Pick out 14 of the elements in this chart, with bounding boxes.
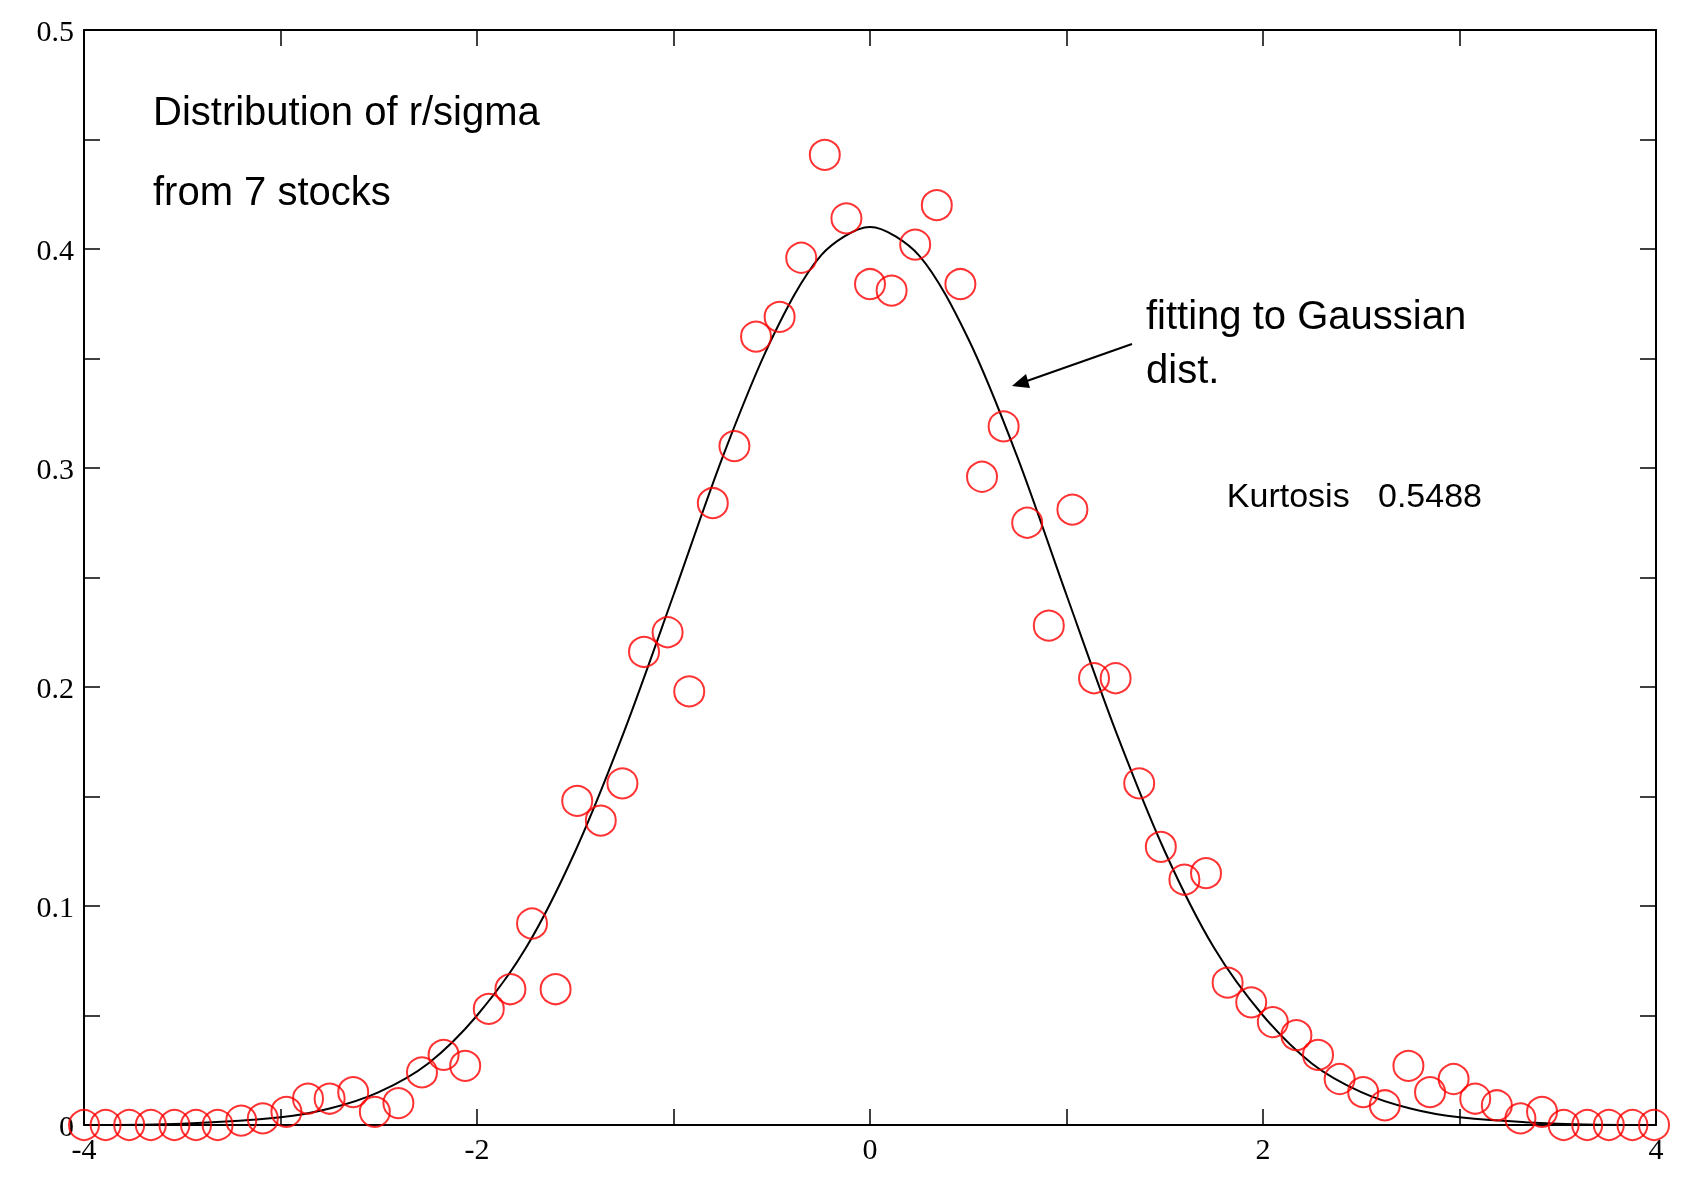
text: from 7 stocks bbox=[153, 169, 391, 213]
y-tick-label: 0.1 bbox=[36, 889, 74, 923]
annotation: Kurtosis 0.5488 bbox=[1226, 476, 1483, 514]
x-tick-label: 2 bbox=[1255, 1131, 1271, 1165]
x-tick-label: -2 bbox=[464, 1131, 490, 1165]
y-tick-label: 0.5 bbox=[36, 13, 74, 47]
text: Distribution of r/sigma bbox=[153, 89, 541, 133]
y-tick-label: 0.4 bbox=[36, 232, 74, 266]
annotation: fitting to Gaussian dist. bbox=[1146, 293, 1478, 391]
x-tick-label: -4 bbox=[71, 1131, 97, 1165]
y-tick-label: 0.3 bbox=[36, 451, 74, 485]
y-tick-label: 0.2 bbox=[36, 670, 74, 704]
x-tick-label: 4 bbox=[1648, 1131, 1664, 1165]
x-tick-label: 0 bbox=[862, 1131, 878, 1165]
